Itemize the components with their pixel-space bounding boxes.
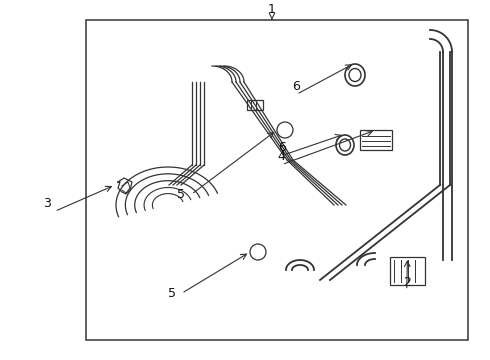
Text: 4: 4 (278, 150, 286, 163)
Text: 6: 6 (278, 141, 286, 154)
Text: 6: 6 (293, 80, 300, 93)
Text: 1: 1 (268, 3, 276, 15)
Text: 5: 5 (168, 287, 175, 300)
Bar (86, 20, 468, 340)
Text: 3: 3 (43, 197, 50, 210)
Bar (247, 100, 263, 110)
Text: 2: 2 (403, 276, 411, 289)
Text: 5: 5 (177, 188, 185, 201)
Bar (390, 257, 425, 285)
Bar (360, 130, 392, 150)
